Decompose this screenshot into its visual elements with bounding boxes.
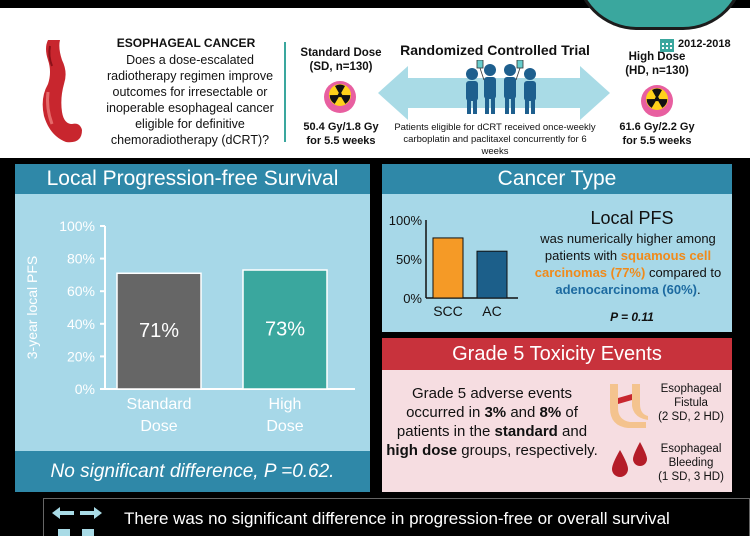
lpfs-bar-chart: 0% 20% 40% 60% 80% 100% 3-year local PFS 71% Sta… (24, 218, 355, 435)
double-arrow-icon (52, 507, 102, 536)
lpfs-x-tick-label: High (269, 396, 302, 413)
lpfs-data-label: 71% (139, 320, 179, 342)
tox-standard: standard (494, 423, 558, 440)
lpfs-x-tick-label: Standard (127, 396, 192, 413)
cancer-type-bar-chart: 0% 50% 100% SCC AC (389, 213, 518, 319)
high-arm-name: High Dose (628, 51, 686, 63)
lpfs-panel: Local Progression-free Survival 0% 20% 40%… (15, 164, 370, 492)
standard-arm-name: Standard Dose (300, 47, 382, 59)
lpfs-bar-high (242, 269, 328, 390)
header-divider (284, 42, 286, 142)
bleeding-label: Esophageal Bleeding (1 SD, 3 HD) (650, 442, 732, 484)
scc-highlight: squamous cell carcinomas (77%) (534, 248, 712, 280)
cancer-type-headline: Local PFS (590, 208, 674, 228)
eligibility-text: Patients eligible for dCRT received once… (394, 122, 596, 157)
standard-arm-title: Standard Dose (SD, n=130) (296, 46, 386, 74)
ct-x-tick-label: AC (482, 303, 501, 319)
trial-title: Randomized Controlled Trial (400, 42, 590, 58)
calendar-icon (660, 39, 674, 52)
lpfs-footer: No significant difference, P =0.62. (15, 451, 370, 492)
header-section: ESOPHAGEAL CANCER Does a dose-escalated … (0, 0, 750, 158)
radiation-icon (641, 85, 673, 117)
ct-y-tick-label: 0% (403, 291, 422, 306)
tox-text-4: and (562, 423, 588, 440)
tox-text-5: groups, respectively. (461, 442, 598, 459)
ct-bar-scc (432, 237, 464, 299)
toxicity-panel: Grade 5 Toxicity Events Grade 5 adverse … (382, 338, 732, 492)
high-dose-duration: for 5.5 weeks (622, 135, 692, 147)
study-years: 2012-2018 (678, 38, 731, 50)
toxicity-title: Grade 5 Toxicity Events (382, 338, 732, 370)
people-icon (466, 60, 536, 114)
lpfs-x-tick-label: Dose (140, 418, 177, 435)
question-title: ESOPHAGEAL CANCER (116, 36, 256, 50)
lpfs-y-tick-label: 0% (75, 381, 95, 397)
fistula-title: Esophageal Fistula (660, 383, 722, 409)
ct-text-1: was numerically higher among patients wi… (540, 231, 716, 263)
standard-dose-value: 50.4 Gy/1.8 Gy (303, 121, 379, 133)
bleeding-title: Esophageal Bleeding (660, 443, 722, 469)
ct-x-tick-label: SCC (433, 303, 463, 319)
lpfs-title: Local Progression-free Survival (15, 164, 370, 194)
radiation-icon (324, 81, 356, 113)
standard-dose-duration: for 5.5 weeks (306, 135, 376, 147)
lpfs-y-tick-label: 40% (67, 316, 95, 332)
lpfs-x-tick-label: Dose (266, 418, 303, 435)
stomach-icon (42, 40, 82, 143)
standard-arm-dose: 50.4 Gy/1.8 Gy for 5.5 weeks (296, 120, 386, 148)
bleeding-counts: (1 SD, 3 HD) (658, 471, 724, 483)
ct-text-2: compared to (648, 265, 722, 280)
lpfs-y-tick-label: 80% (67, 251, 95, 267)
tox-text-2: and (510, 404, 536, 421)
high-arm-title: High Dose (HD, n=130) (612, 50, 702, 78)
ct-y-tick-label: 100% (389, 213, 423, 228)
blood-drops-icon (612, 442, 647, 477)
lpfs-y-tick-label: 60% (67, 283, 95, 299)
logo-badge (575, 0, 745, 30)
lpfs-y-tick-label: 20% (67, 348, 95, 364)
high-arm-n: (HD, n=130) (625, 65, 689, 77)
ct-bar-ac (476, 250, 508, 299)
fistula-icon (610, 384, 648, 428)
fistula-counts: (2 SD, 2 HD) (658, 411, 724, 423)
cancer-type-title: Cancer Type (382, 164, 732, 194)
conclusion-bar: There was no significant difference in p… (43, 498, 750, 536)
ct-text-3: . (696, 282, 701, 297)
tox-text-3: of patients in the (396, 404, 578, 440)
question-text: Does a dose-escalated radiotherapy regim… (106, 53, 274, 147)
high-dose-value: 61.6 Gy/2.2 Gy (619, 121, 695, 133)
cancer-type-text: was numerically higher among patients wi… (525, 230, 731, 298)
tox-text-1: Grade 5 adverse events occurred in (406, 385, 573, 421)
ct-y-tick-label: 50% (396, 252, 422, 267)
tox-pct-2: 8% (539, 404, 562, 421)
conclusion-text: There was no significant difference in p… (124, 509, 670, 528)
tox-pct-1: 3% (484, 404, 507, 421)
lpfs-y-tick-label: 100% (59, 218, 95, 234)
cancer-type-panel: Cancer Type 0% 50% 100% SCC AC Local PFS was… (382, 164, 732, 332)
cancer-type-p-value: P = 0.11 (610, 310, 654, 324)
high-arm-dose: 61.6 Gy/2.2 Gy for 5.5 weeks (612, 120, 702, 148)
toxicity-text: Grade 5 adverse events occurred in 3% an… (386, 384, 598, 460)
standard-arm-n: (SD, n=130) (309, 61, 373, 73)
tox-high: high dose (386, 442, 458, 459)
ac-highlight: adenocarcinoma (60%) (555, 282, 697, 297)
lpfs-y-axis-label: 3-year local PFS (24, 256, 40, 359)
fistula-label: Esophageal Fistula (2 SD, 2 HD) (650, 382, 732, 424)
lpfs-data-label: 73% (265, 319, 305, 341)
lpfs-bar-standard (116, 272, 202, 390)
